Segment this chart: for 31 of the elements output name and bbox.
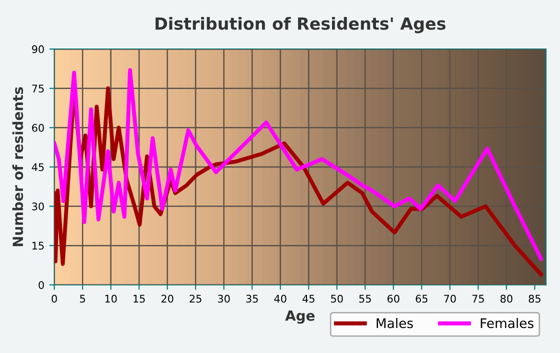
legend-label: Males [376,318,413,328]
x-tick-label: 20 [161,294,174,303]
x-tick-label: 60 [388,294,400,303]
y-tick-label: 75 [32,84,44,92]
x-tick-label: 35 [246,294,258,303]
x-tick-label: 75 [472,294,484,303]
x-tick-label: 80 [500,294,512,303]
x-tick-label: 15 [134,294,145,303]
line-series [54,68,543,261]
chart-title: Distribution of Residents' Ages [156,16,446,34]
x-axis-title: Age [285,310,315,324]
x-tick-label: 40 [274,294,286,303]
x-tick-label: 45 [302,294,314,303]
x-tick-label: 0 [52,294,57,303]
x-tick-label: 10 [105,294,117,303]
x-tick-label: 65 [416,294,428,303]
x-tick-label: 25 [190,294,202,303]
x-tick-label: 55 [359,294,371,303]
y-tick-label: 90 [32,45,44,54]
x-tick-label: 5 [80,294,85,303]
x-tick-label: 30 [218,294,230,303]
x-tick-label: 70 [444,294,456,303]
y-tick-label: 60 [32,124,44,132]
y-tick-label: 30 [32,202,44,210]
legend-label: Females [480,318,534,328]
x-tick-label: 50 [331,294,343,303]
y-tick-label: 15 [32,242,44,250]
y-tick-label: 45 [32,163,44,172]
y-axis-title: Number of residents [12,87,24,246]
x-tick-label: 85 [528,294,540,303]
y-tick-label: 0 [38,281,44,289]
